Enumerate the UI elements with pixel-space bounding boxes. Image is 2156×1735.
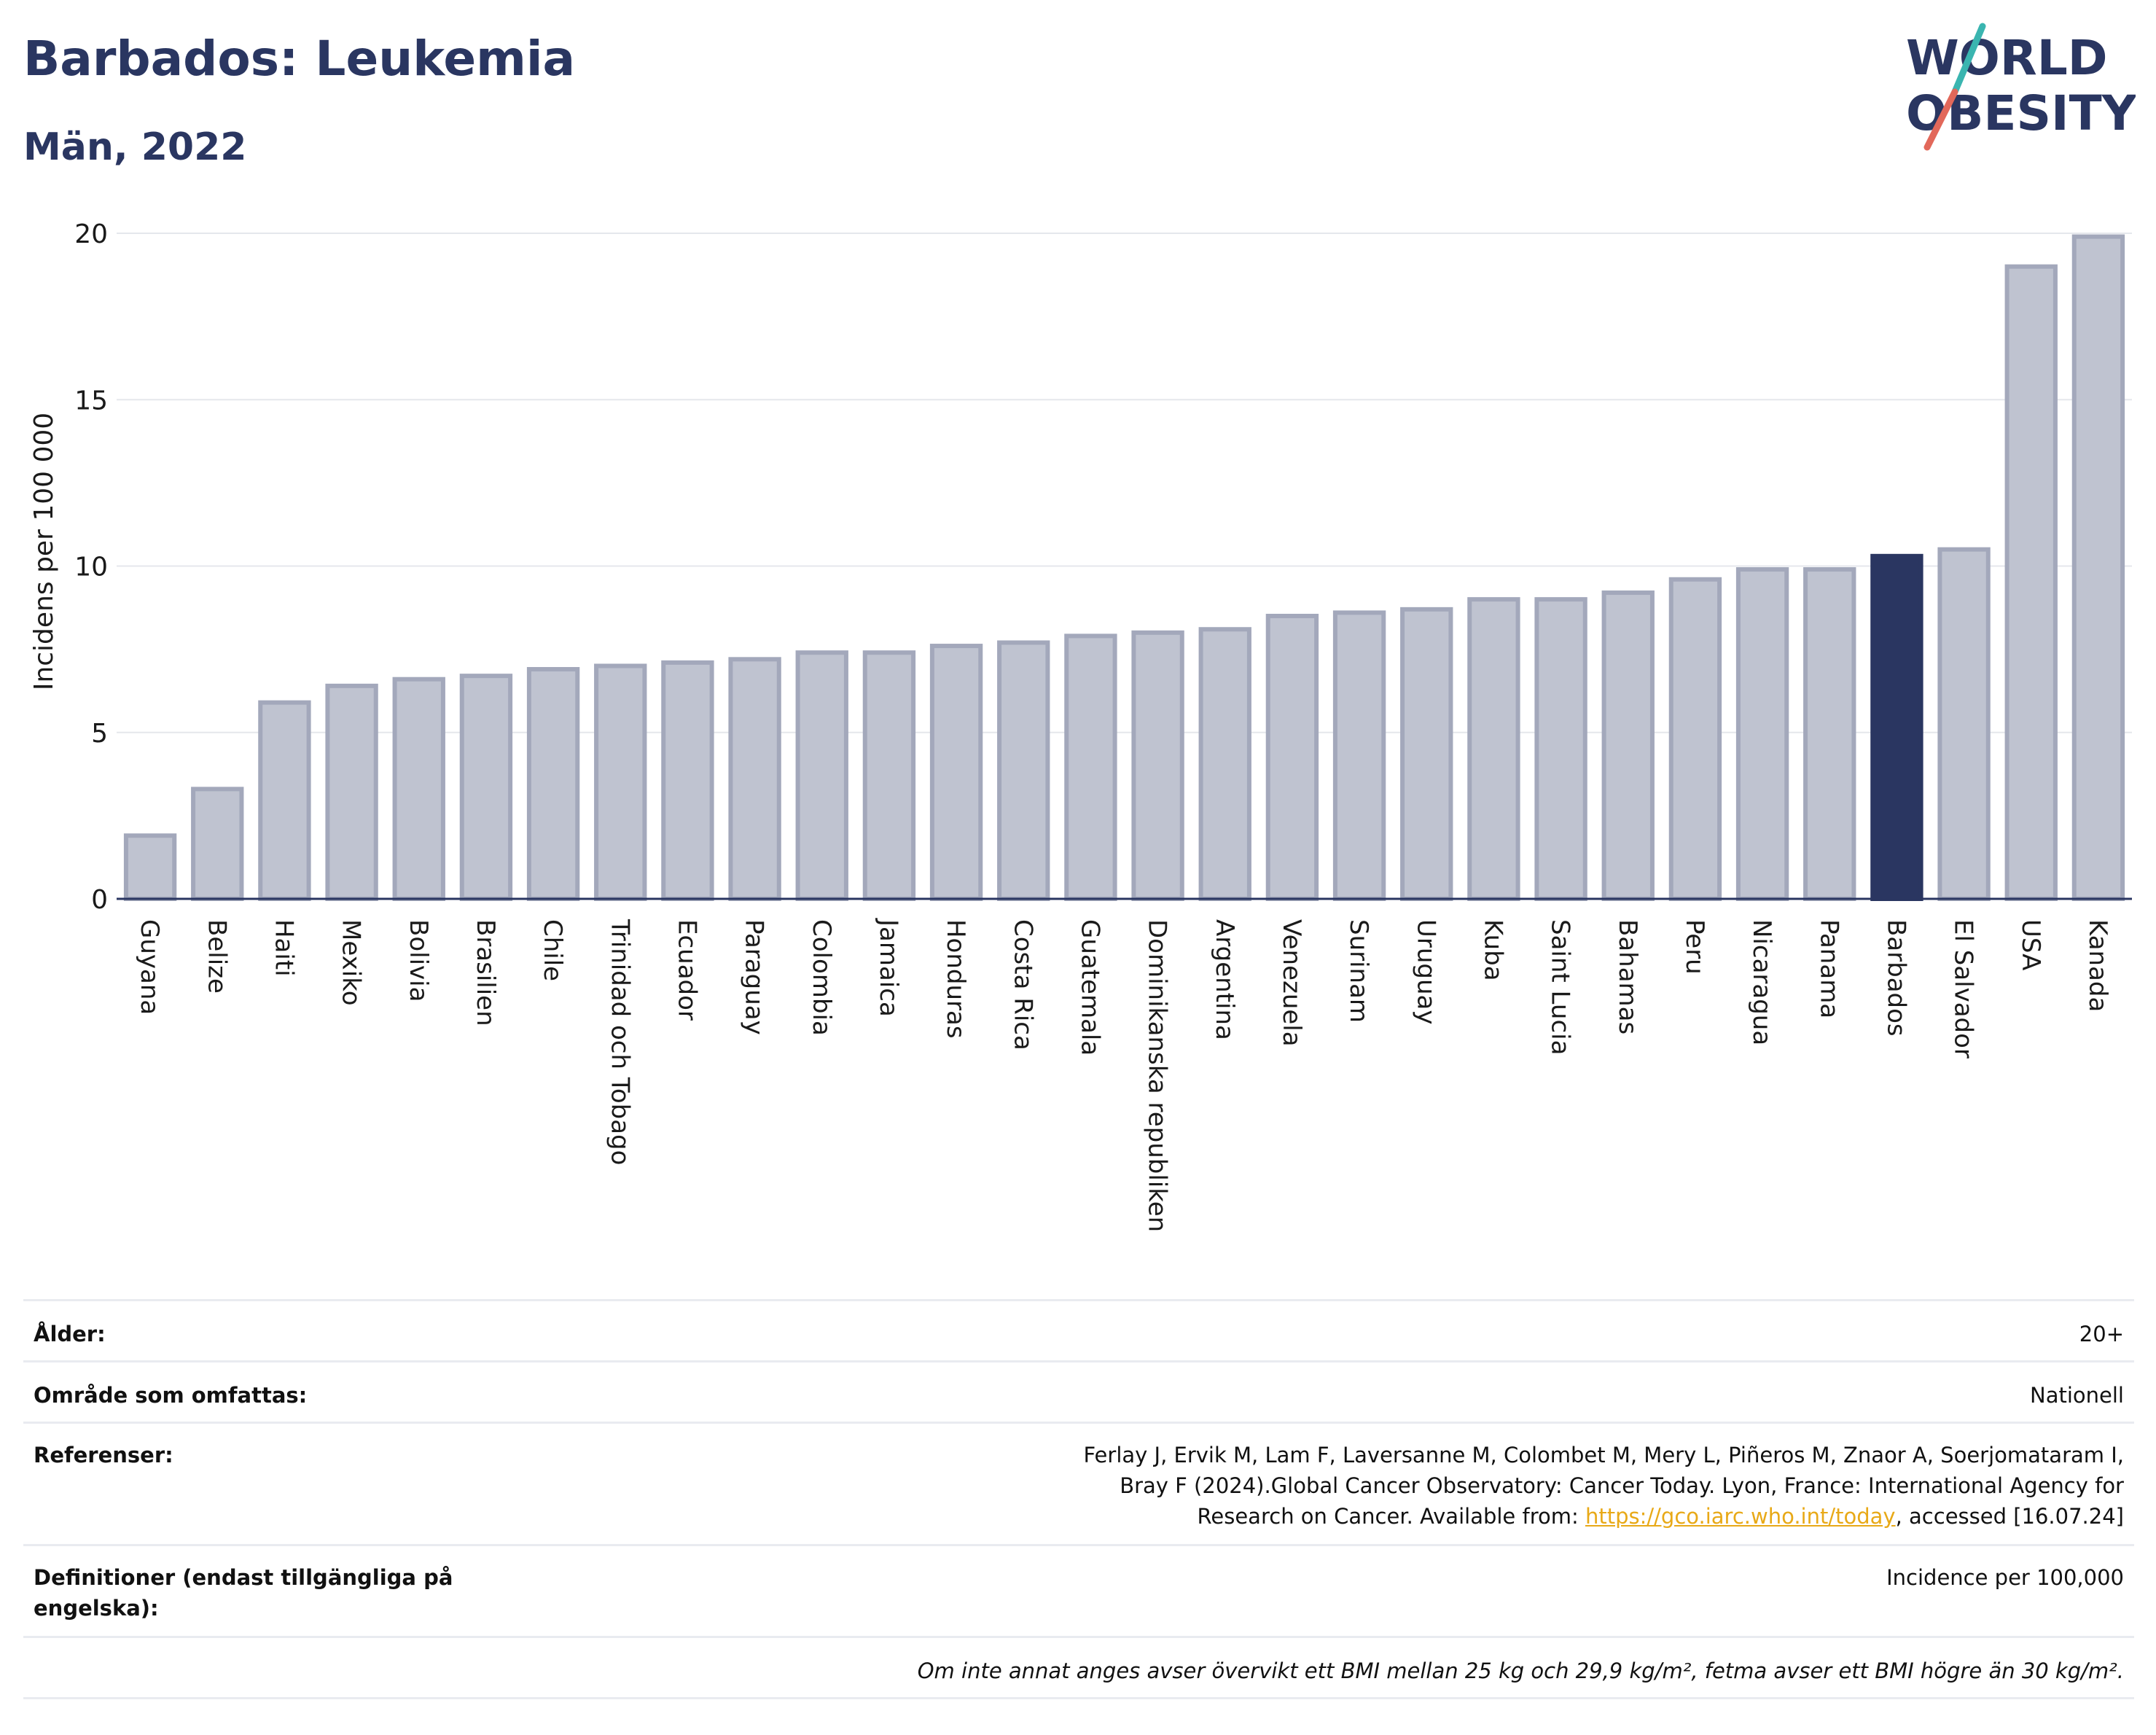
info-key-references: Referenser: <box>23 1422 554 1545</box>
y-tick-label: 0 <box>91 885 108 915</box>
bar-kanada[interactable] <box>2071 234 2125 901</box>
info-note: Om inte annat anges avser övervikt ett B… <box>23 1636 2134 1699</box>
x-tick-label: Uruguay <box>1411 919 1440 1025</box>
bar-chart: 0 5 10 15 20 Guyana Belize Haiti Mexiko Bolivia B… <box>29 219 2132 1232</box>
bar-saint-lucia[interactable] <box>1534 597 1587 902</box>
bar-barbados[interactable] <box>1870 553 1923 901</box>
x-tick-label: Dominikanska republiken <box>1143 919 1172 1232</box>
chart-title: Barbados: Leukemia <box>23 31 576 87</box>
x-tick-label: Panama <box>1814 919 1843 1018</box>
x-tick-label: Colombia <box>807 919 836 1036</box>
reference-link[interactable]: https://gco.iarc.who.int/today <box>1585 1504 1896 1529</box>
x-tick-label: Argentina <box>1210 919 1239 1040</box>
bar-brasilien[interactable] <box>459 674 513 902</box>
info-value-area: Nationell <box>554 1360 2134 1423</box>
bar-belize[interactable] <box>191 787 244 901</box>
info-row-note: Om inte annat anges avser övervikt ett B… <box>23 1636 2134 1699</box>
x-tick-label: Guatemala <box>1075 919 1104 1056</box>
bar-trinidad-och-tobago[interactable] <box>594 663 647 901</box>
info-row-definitions: Definitioner (endast tillgängliga på eng… <box>23 1544 2134 1637</box>
bar-kuba[interactable] <box>1467 597 1520 902</box>
x-tick-label: El Salvador <box>1949 919 1978 1058</box>
x-tick-label: Paraguay <box>740 919 769 1035</box>
y-tick-label: 15 <box>74 386 108 416</box>
x-tick-label: Belize <box>202 919 231 994</box>
y-tick-label: 5 <box>91 719 108 749</box>
y-tick-label: 20 <box>74 219 108 249</box>
x-tick-label: Ecuador <box>672 919 701 1021</box>
y-axis-title: Incidens per 100 000 <box>29 413 59 690</box>
info-key-definitions: Definitioner (endast tillgängliga på eng… <box>23 1544 554 1637</box>
x-tick-label: Barbados <box>1881 919 1910 1037</box>
bar-nicaragua[interactable] <box>1735 567 1789 901</box>
bar-bolivia[interactable] <box>392 677 445 902</box>
bar-dominikanska-republiken[interactable] <box>1131 630 1184 901</box>
x-tick-label: Surinam <box>1344 919 1373 1023</box>
info-row-age: Ålder: 20+ <box>23 1299 2134 1362</box>
info-table: Ålder: 20+ Område som omfattas: Nationel… <box>23 1299 2134 1699</box>
y-axis-ticks: 0 5 10 15 20 <box>74 219 108 915</box>
info-row-references: Referenser: Ferlay J, Ervik M, Lam F, La… <box>23 1422 2134 1545</box>
logo-slash-top <box>1951 23 1986 95</box>
x-tick-label: Kuba <box>1478 919 1507 981</box>
bar-peru[interactable] <box>1668 577 1722 901</box>
bar-el-salvador[interactable] <box>1937 547 1991 901</box>
bar-guyana[interactable] <box>123 833 177 902</box>
y-tick-label: 10 <box>74 553 108 582</box>
bar-usa[interactable] <box>2004 264 2058 901</box>
x-tick-label: Mexiko <box>337 919 366 1006</box>
bar-surinam[interactable] <box>1332 610 1386 901</box>
x-tick-label: Peru <box>1680 919 1709 975</box>
x-tick-label: Bolivia <box>404 919 433 1002</box>
bar-honduras[interactable] <box>929 644 983 901</box>
bar-haiti[interactable] <box>258 700 311 901</box>
info-value-definitions: Incidence per 100,000 <box>554 1544 2134 1637</box>
x-tick-label: Chile <box>538 919 567 981</box>
x-axis-labels: Guyana Belize Haiti Mexiko Bolivia Brasilien C… <box>135 918 2112 1232</box>
info-key-area: Område som omfattas: <box>23 1360 554 1423</box>
x-tick-label: Costa Rica <box>1008 919 1037 1050</box>
x-tick-label: Bahamas <box>1613 919 1642 1034</box>
bar-guatemala[interactable] <box>1064 633 1117 901</box>
bar-jamaica[interactable] <box>862 650 916 901</box>
bar-argentina[interactable] <box>1198 627 1251 901</box>
reference-accessed: , accessed [16.07.24] <box>1895 1504 2124 1529</box>
x-tick-label: Brasilien <box>471 919 500 1026</box>
info-key-age: Ålder: <box>23 1299 554 1362</box>
bar-costa-rica[interactable] <box>997 640 1050 901</box>
bar-ecuador[interactable] <box>661 660 714 901</box>
x-tick-label: Saint Lucia <box>1546 919 1575 1055</box>
world-obesity-logo: WORLD OBESITY <box>1906 23 2136 151</box>
x-tick-label: Guyana <box>135 919 164 1015</box>
x-tick-label: Trinidad och Tobago <box>605 919 634 1165</box>
info-value-references: Ferlay J, Ervik M, Lam F, Laversanne M, … <box>554 1422 2134 1545</box>
bar-paraguay[interactable] <box>728 657 781 901</box>
bar-bahamas[interactable] <box>1601 590 1655 902</box>
x-tick-label: Jamaica <box>874 918 903 1017</box>
x-tick-label: Nicaragua <box>1747 919 1776 1045</box>
x-tick-label: Honduras <box>941 919 970 1039</box>
bar-uruguay[interactable] <box>1400 607 1453 901</box>
bar-mexiko[interactable] <box>325 683 378 902</box>
info-row-area: Område som omfattas: Nationell <box>23 1360 2134 1423</box>
x-tick-label: USA <box>2016 919 2045 970</box>
bar-chile[interactable] <box>526 667 580 901</box>
grid-lines <box>117 233 2132 733</box>
logo-slash-bottom <box>1923 88 1958 151</box>
x-tick-label: Venezuela <box>1277 919 1306 1047</box>
bar-panama[interactable] <box>1803 567 1856 901</box>
bars <box>123 234 2125 902</box>
info-value-age: 20+ <box>554 1299 2134 1362</box>
bar-colombia[interactable] <box>795 650 848 901</box>
chart-subtitle: Män, 2022 <box>23 125 247 169</box>
x-tick-label: Kanada <box>2083 919 2112 1012</box>
logo-text-world: WORLD <box>1906 30 2108 86</box>
x-tick-label: Haiti <box>269 919 298 977</box>
bar-venezuela[interactable] <box>1265 613 1319 901</box>
reference-text: Ferlay J, Ervik M, Lam F, Laversanne M, … <box>1083 1443 2124 1529</box>
